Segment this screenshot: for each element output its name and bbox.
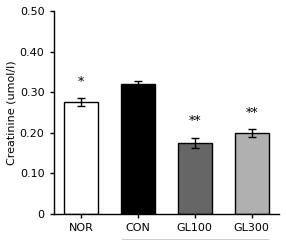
Bar <box>235 133 269 214</box>
Text: **: ** <box>245 107 258 120</box>
Y-axis label: Creatinine (umol/l): Creatinine (umol/l) <box>7 60 17 165</box>
Bar <box>121 84 155 214</box>
Bar <box>178 143 212 214</box>
Bar <box>64 102 98 214</box>
Text: **: ** <box>188 115 201 128</box>
Text: *: * <box>78 76 84 89</box>
